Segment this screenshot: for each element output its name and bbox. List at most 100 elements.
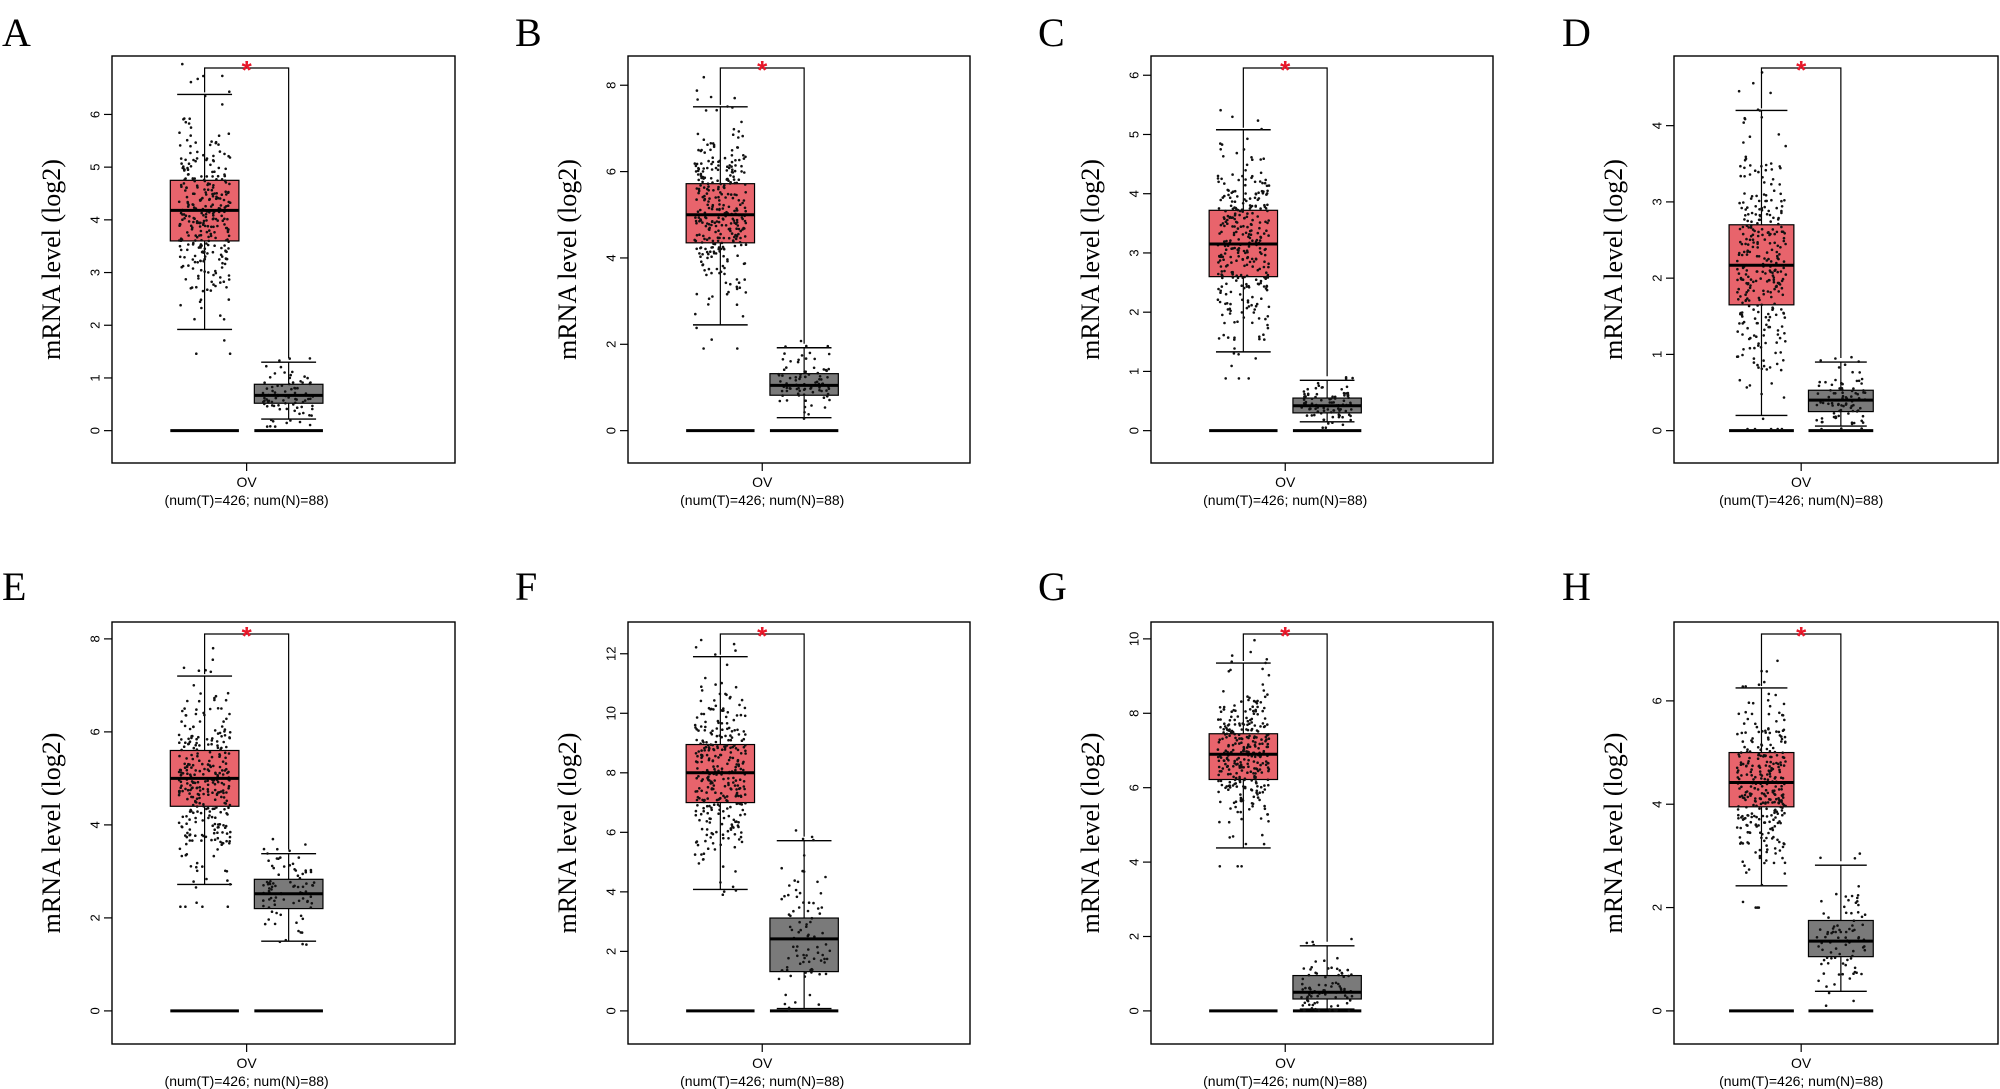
data-point (705, 250, 709, 254)
data-point (1755, 804, 1758, 808)
data-point (709, 148, 712, 152)
data-point (734, 159, 737, 162)
data-point (794, 888, 798, 892)
data-point (1252, 760, 1256, 763)
data-point (730, 170, 734, 174)
data-point (1837, 414, 1840, 418)
data-point (1254, 205, 1257, 208)
data-point (1778, 253, 1781, 256)
data-point (179, 183, 183, 187)
data-point (1262, 749, 1266, 753)
data-point (729, 193, 733, 196)
data-point (1217, 773, 1220, 777)
data-point (1772, 280, 1776, 284)
data-point (702, 858, 705, 861)
data-point (1748, 346, 1752, 350)
data-point (1837, 936, 1840, 939)
data-point (218, 150, 222, 153)
data-point (1777, 222, 1780, 226)
data-point (197, 735, 200, 739)
data-point (227, 806, 230, 810)
data-point (271, 837, 275, 841)
data-point (188, 763, 191, 766)
data-point (178, 255, 182, 259)
data-point (705, 741, 708, 744)
data-point (1231, 748, 1235, 752)
data-point (1745, 790, 1749, 793)
data-point (1773, 287, 1776, 291)
data-point (1236, 195, 1239, 198)
data-point (1857, 903, 1860, 907)
data-point (211, 791, 214, 794)
data-point (1750, 792, 1753, 796)
data-point (1860, 427, 1863, 430)
data-point (201, 905, 204, 908)
y-tick-label: 3 (1126, 249, 1141, 256)
data-point (1258, 798, 1261, 802)
data-point (700, 853, 703, 856)
data-point (1219, 710, 1223, 713)
data-point (1253, 308, 1256, 311)
data-point (825, 957, 829, 961)
data-point (827, 367, 830, 371)
y-axis-label: mRNA level (log2) (37, 159, 66, 360)
data-point (1324, 426, 1328, 430)
data-point (295, 398, 298, 401)
data-point (219, 281, 222, 284)
data-point (696, 98, 699, 101)
data-point (1309, 968, 1312, 971)
y-tick-label: 10 (1126, 632, 1141, 646)
data-point (1253, 755, 1257, 759)
data-point (211, 170, 214, 174)
data-point (705, 828, 709, 831)
data-point (734, 889, 738, 892)
data-point (695, 728, 698, 731)
data-point (1819, 401, 1822, 404)
data-point (216, 848, 219, 851)
data-point (715, 267, 719, 271)
data-point (219, 840, 222, 844)
data-point (1765, 807, 1768, 811)
data-point (709, 177, 713, 180)
data-point (1266, 209, 1269, 213)
data-point (722, 810, 725, 813)
data-point (197, 699, 201, 703)
data-point (203, 188, 206, 191)
data-point (1765, 836, 1768, 840)
data-point (223, 730, 226, 733)
data-point (183, 117, 186, 120)
data-point (1746, 206, 1749, 209)
data-point (801, 837, 805, 841)
data-point (177, 770, 181, 774)
data-point (738, 778, 742, 781)
data-point (784, 993, 787, 997)
data-point (1266, 693, 1269, 696)
data-point (303, 375, 306, 378)
data-point (787, 956, 790, 960)
data-point (1740, 774, 1743, 777)
data-point (1241, 174, 1244, 178)
data-point (1234, 709, 1237, 712)
data-point (1246, 695, 1249, 698)
box-normal (1807, 355, 1874, 433)
data-point (1317, 1008, 1321, 1012)
data-point (207, 239, 211, 243)
data-point (1771, 828, 1775, 832)
data-point (222, 280, 226, 284)
data-point (711, 246, 714, 249)
box-normal (769, 339, 839, 433)
data-point (1764, 315, 1768, 319)
data-point (227, 200, 230, 204)
data-point (182, 666, 186, 670)
data-point (737, 136, 740, 139)
data-point (710, 223, 713, 227)
y-tick-label: 4 (1649, 122, 1664, 129)
data-point (719, 270, 723, 274)
data-point (1817, 945, 1820, 948)
data-point (1340, 388, 1343, 391)
data-point (301, 381, 304, 384)
data-point (694, 809, 698, 813)
data-point (1784, 273, 1788, 276)
data-point (1746, 427, 1749, 431)
